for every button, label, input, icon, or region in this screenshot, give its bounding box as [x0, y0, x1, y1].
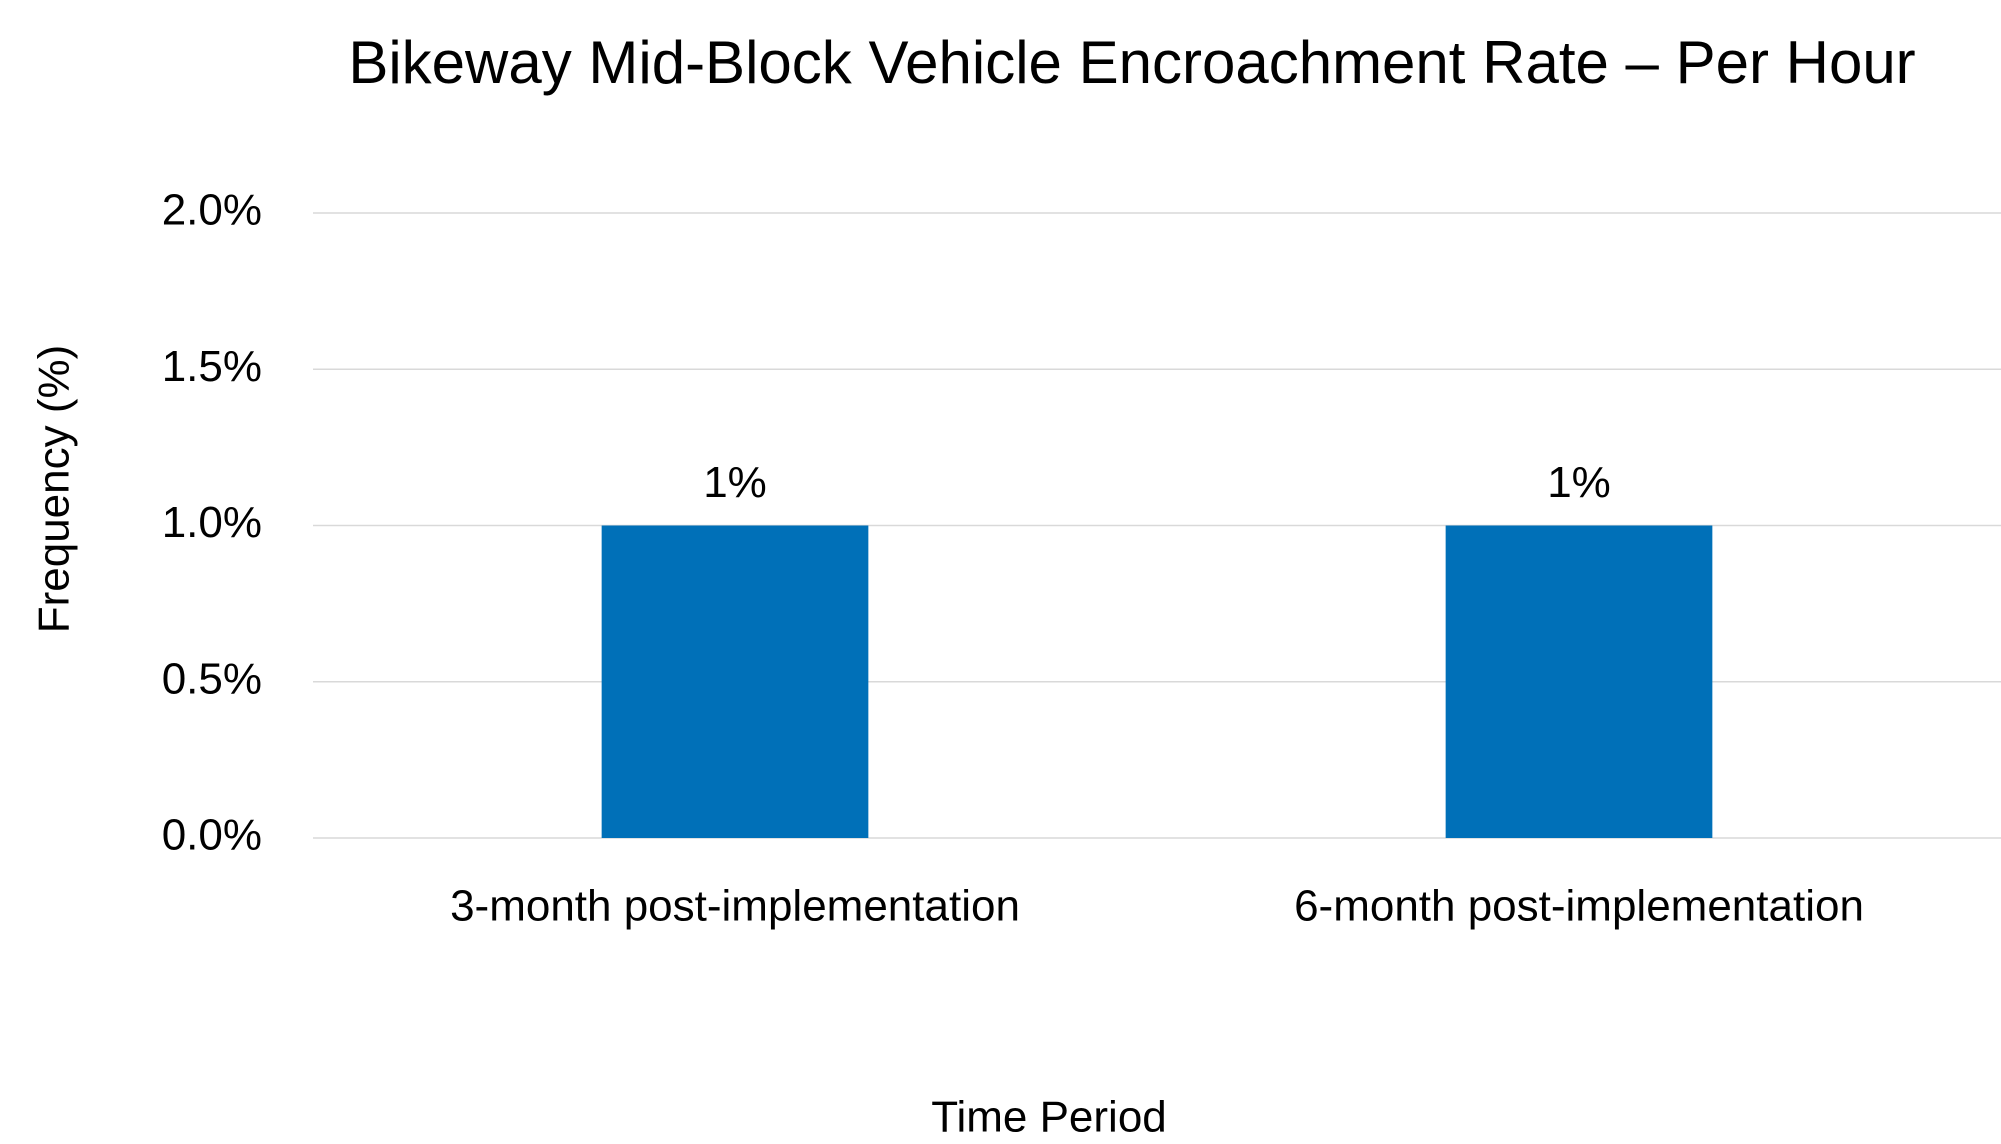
y-tick-label: 0.5%	[162, 654, 262, 703]
x-tick-label: 3-month post-implementation	[450, 882, 1020, 931]
x-tick-label: 6-month post-implementation	[1294, 882, 1864, 931]
y-tick-label: 0.0%	[162, 811, 262, 860]
bar	[1445, 525, 1713, 838]
chart-title: Bikeway Mid-Block Vehicle Encroachment R…	[348, 29, 1916, 96]
data-label: 1%	[703, 458, 767, 507]
y-tick-label: 2.0%	[162, 186, 262, 235]
data-label: 1%	[1547, 458, 1611, 507]
y-axis-label: Frequency (%)	[30, 345, 79, 634]
y-tick-label: 1.0%	[162, 498, 262, 547]
y-tick-label: 1.5%	[162, 342, 262, 391]
bar	[601, 525, 869, 838]
x-axis-label: Time Period	[931, 1093, 1167, 1142]
